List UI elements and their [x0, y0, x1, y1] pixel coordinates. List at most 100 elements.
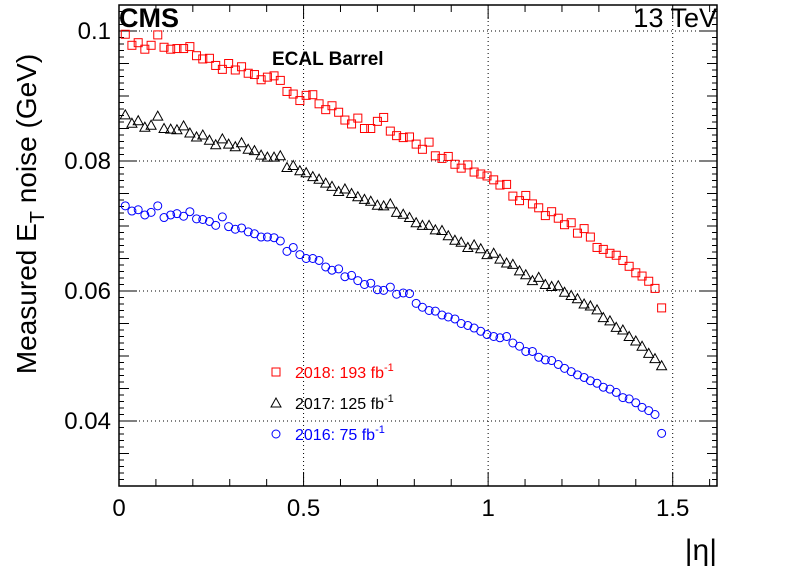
data-point [468, 238, 480, 250]
y-tick-label: 0.1 [78, 18, 111, 45]
legend-marker [271, 367, 281, 377]
data-point [392, 289, 402, 299]
data-point [262, 232, 272, 242]
data-point [339, 182, 351, 194]
data-point [500, 257, 513, 268]
data-point [540, 355, 550, 365]
data-point [243, 227, 253, 237]
data-point [410, 216, 423, 228]
data-point [624, 394, 634, 404]
data-point [159, 42, 169, 52]
data-point [598, 382, 608, 392]
data-point [618, 255, 628, 265]
data-point [204, 53, 214, 63]
data-point [366, 278, 376, 288]
data-point [133, 38, 143, 48]
data-point [534, 352, 544, 362]
x-tick-label: 0 [112, 495, 125, 522]
data-point [340, 272, 350, 282]
data-points [119, 29, 668, 438]
data-point [539, 278, 552, 289]
data-point [256, 75, 266, 85]
data-point [657, 303, 667, 313]
data-point [327, 265, 337, 275]
legend-label-main: 2017: 125 fb [295, 396, 384, 413]
data-point [605, 248, 615, 258]
data-point [347, 119, 357, 129]
data-point [521, 346, 531, 356]
data-point [534, 203, 544, 213]
data-point [463, 320, 473, 330]
data-point [345, 187, 358, 198]
data-point [385, 126, 395, 136]
data-point [314, 99, 324, 109]
data-point [203, 134, 216, 145]
data-point [411, 139, 421, 149]
data-point [359, 280, 369, 289]
data-point [353, 276, 363, 286]
data-point [255, 149, 267, 160]
data-point [275, 75, 285, 85]
data-point [198, 215, 208, 224]
data-point [237, 223, 247, 233]
data-point [172, 44, 182, 54]
data-point [359, 124, 369, 133]
data-point [411, 298, 421, 308]
data-point [198, 54, 208, 64]
data-point [269, 71, 279, 81]
data-point [211, 220, 221, 230]
y-tick-label: 0.08 [64, 148, 111, 175]
data-point [196, 128, 209, 140]
data-point [184, 127, 196, 138]
data-point [172, 209, 182, 219]
data-point [637, 271, 647, 281]
data-point [476, 169, 486, 179]
data-point [429, 223, 442, 235]
data-point [482, 330, 492, 340]
axis-ticks [118, 5, 717, 486]
data-point [262, 72, 272, 82]
data-point [403, 211, 416, 223]
data-point [164, 123, 177, 134]
data-point [547, 356, 557, 366]
data-point [204, 216, 214, 226]
data-point [126, 117, 138, 128]
data-point [560, 220, 570, 230]
data-point [166, 210, 176, 220]
data-point [623, 330, 635, 341]
data-point [216, 132, 229, 144]
data-point [364, 195, 377, 206]
data-point [120, 201, 130, 211]
data-point [327, 101, 337, 111]
data-point [572, 370, 582, 380]
data-point [295, 96, 305, 106]
region-label: ECAL Barrel [272, 49, 384, 70]
data-point [449, 234, 461, 245]
data-point [392, 131, 402, 141]
data-point [456, 319, 466, 328]
data-point [495, 333, 505, 343]
data-point [405, 289, 415, 299]
data-point [430, 306, 440, 316]
data-point [631, 398, 641, 408]
data-point [397, 208, 410, 219]
data-point [611, 387, 621, 397]
data-point [416, 219, 429, 230]
data-point [288, 89, 298, 99]
data-point [146, 40, 156, 50]
data-point [351, 190, 364, 202]
data-point [624, 261, 634, 271]
data-point [443, 312, 453, 322]
legend-marker [270, 396, 282, 408]
data-point [552, 279, 565, 291]
data-point [385, 282, 395, 292]
x-tick-label: 1.5 [656, 495, 689, 522]
data-point [159, 213, 169, 223]
data-point [437, 153, 447, 163]
data-point [334, 107, 344, 117]
data-point [481, 248, 493, 260]
data-point [256, 232, 266, 242]
data-point [287, 159, 300, 171]
data-point [153, 201, 163, 211]
data-point [384, 197, 397, 209]
